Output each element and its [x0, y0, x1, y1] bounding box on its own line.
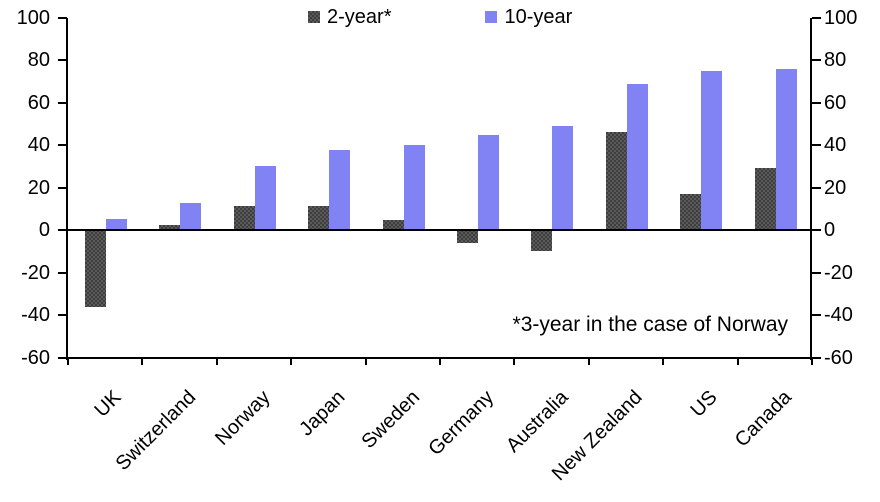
legend-swatch-10-year	[485, 11, 498, 23]
bar-2-year	[233, 205, 255, 230]
x-axis-tick	[67, 357, 69, 365]
x-axis-category-label: US	[686, 386, 722, 422]
bar-2-year	[382, 220, 404, 230]
y-axis-tick-label-right: 80	[824, 49, 847, 71]
y-axis-tick-label-right: 20	[824, 176, 847, 199]
x-axis-tick	[587, 357, 590, 365]
x-axis-tick	[141, 357, 144, 365]
x-axis-category-label: Japan	[295, 386, 350, 441]
bar-10-year	[106, 219, 127, 230]
bar-10-year	[403, 145, 425, 230]
y-axis-tick-label-right: -40	[824, 304, 853, 326]
y-axis-tick-label-right: -60	[824, 346, 853, 369]
y-axis-tick-label-left: 40	[27, 134, 50, 156]
legend-item-2-year: 2-year*	[308, 6, 391, 28]
x-axis-category-label: Sweden	[356, 386, 424, 453]
x-axis-tick	[513, 357, 516, 365]
y-axis-tick-left	[58, 144, 67, 146]
x-axis-tick	[662, 357, 665, 365]
x-axis-category-label: UK	[90, 386, 127, 422]
y-axis-tick-right	[812, 144, 821, 146]
y-axis-tick-label-right: 100	[824, 6, 858, 29]
bar-10-year	[478, 135, 499, 230]
x-axis-tick	[364, 357, 367, 365]
footnote: *3-year in the case of Norway	[512, 313, 788, 336]
y-axis-tick-left	[58, 314, 67, 316]
bar-10-year	[254, 166, 276, 230]
y-axis-tick-right	[812, 229, 821, 231]
y-axis-tick-right	[812, 356, 821, 359]
y-axis-tick-right	[812, 16, 821, 19]
y-axis-tick-label-left: -20	[21, 261, 50, 284]
y-axis-right	[810, 17, 812, 360]
legend-label-2-year: 2-year*	[327, 6, 392, 28]
x-axis-tick	[215, 357, 218, 365]
bar-2-year	[85, 230, 106, 307]
bar-10-year	[701, 70, 723, 230]
bar-2-year	[457, 230, 478, 243]
x-axis-tick	[736, 357, 739, 365]
y-axis-tick-label-left: -60	[21, 346, 50, 369]
zero-line	[68, 229, 812, 231]
bar-2-year	[308, 205, 330, 230]
y-axis-tick-left	[58, 101, 67, 104]
x-axis-category-label: Switzerland	[111, 386, 201, 475]
x-axis-tick	[439, 357, 441, 365]
y-axis-tick-label-left: 60	[27, 91, 50, 114]
y-axis-tick-left	[58, 59, 67, 61]
y-axis-tick-right	[812, 59, 821, 61]
bar-2-year	[680, 193, 702, 230]
bar-2-year	[159, 224, 181, 230]
y-axis-tick-label-left: -40	[21, 304, 50, 326]
y-axis-tick-left	[58, 16, 67, 19]
y-axis-tick-label-right: -20	[824, 261, 853, 284]
bar-2-year	[605, 132, 627, 230]
legend: 2-year* 10-year	[308, 6, 572, 28]
y-axis-tick-right	[812, 186, 821, 189]
x-axis-category-label: Norway	[211, 386, 275, 450]
bar-10-year	[180, 203, 202, 230]
bar-2-year	[754, 168, 776, 230]
y-axis-tick-right	[812, 271, 821, 274]
bar-10-year	[775, 68, 797, 230]
legend-label-10-year: 10-year	[504, 6, 573, 28]
y-axis-tick-label-left: 80	[27, 49, 50, 71]
bar-2-year	[531, 230, 553, 252]
legend-item-10-year: 10-year	[485, 6, 572, 28]
y-axis-tick-label-left: 0	[38, 219, 50, 241]
bar-10-year	[626, 84, 648, 230]
y-axis-tick-label-left: 20	[27, 176, 50, 199]
bar-10-year	[329, 150, 351, 230]
y-axis-tick-left	[58, 229, 67, 231]
bar-10-year	[552, 125, 574, 230]
x-axis-baseline	[68, 356, 812, 359]
y-axis-tick-left	[58, 356, 67, 359]
y-axis-tick-label-left: 100	[16, 6, 50, 29]
y-axis-left	[66, 17, 68, 360]
legend-swatch-2-year	[308, 11, 320, 23]
y-axis-tick-right	[812, 314, 821, 316]
y-axis-tick-label-right: 0	[824, 219, 836, 241]
x-axis-tick	[290, 357, 293, 365]
x-axis-category-label: Australia	[501, 386, 573, 457]
y-axis-tick-label-right: 60	[824, 91, 847, 114]
y-axis-tick-label-right: 40	[824, 134, 847, 156]
y-axis-tick-left	[58, 271, 67, 274]
y-axis-tick-right	[812, 101, 821, 104]
y-axis-tick-left	[58, 186, 67, 189]
x-axis-category-label: Canada	[730, 386, 796, 452]
x-axis-category-label: Germany	[424, 386, 499, 461]
x-axis-tick	[811, 357, 813, 365]
